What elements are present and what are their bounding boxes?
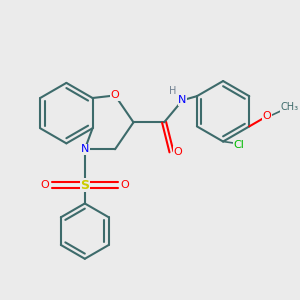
Text: O: O [40,180,50,190]
Text: O: O [262,111,272,122]
Text: N: N [81,144,89,154]
Text: Cl: Cl [233,140,244,150]
Text: S: S [80,178,89,191]
Text: CH₃: CH₃ [281,102,299,112]
Text: N: N [178,95,187,105]
Text: O: O [174,147,182,157]
Text: O: O [111,90,119,100]
Text: O: O [120,180,129,190]
Text: H: H [169,86,176,96]
